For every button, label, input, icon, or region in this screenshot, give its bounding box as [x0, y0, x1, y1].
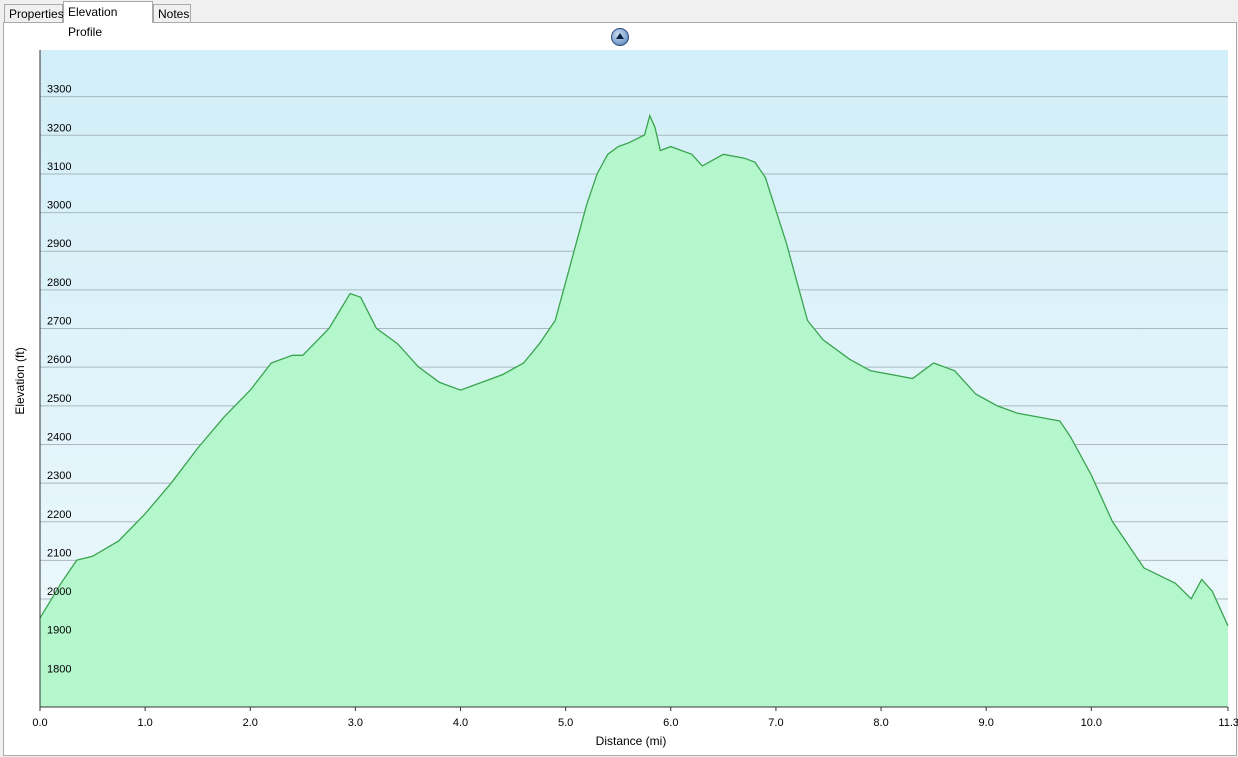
y-tick-label: 3000 — [47, 200, 71, 212]
y-tick-labels: 1800 1900 2000 2100 2200 2300 2400 2500 2600 2700… — [47, 84, 71, 676]
y-tick-label: 1900 — [47, 625, 71, 637]
x-tick-label: 1.0 — [137, 717, 152, 729]
collapse-up-icon[interactable] — [611, 28, 629, 46]
x-tick-label: 8.0 — [873, 717, 888, 729]
y-tick-label: 2700 — [47, 316, 71, 328]
tab-bar: Properties Elevation Profile Notes — [0, 0, 1238, 39]
y-tick-label: 3300 — [47, 84, 71, 96]
x-tick-label: 6.0 — [663, 717, 678, 729]
elevation-area — [40, 115, 1228, 707]
y-tick-label: 2900 — [47, 238, 71, 250]
y-tick-label: 1800 — [47, 663, 71, 675]
x-tick-label: 11.3 — [1218, 717, 1238, 729]
axes — [39, 50, 1228, 708]
y-tick-label: 2000 — [47, 586, 71, 598]
tab-elevation-profile[interactable]: Elevation Profile — [63, 1, 153, 39]
x-tick-label: 2.0 — [243, 717, 258, 729]
x-axis-label: Distance (mi) — [596, 734, 667, 748]
x-tick-label: 4.0 — [453, 717, 468, 729]
x-tick-label: 0.0 — [32, 717, 47, 729]
elevation-line — [39, 113, 1229, 627]
x-tick-label: 9.0 — [979, 717, 994, 729]
y-axis-label: Elevation (ft) — [13, 347, 27, 414]
y-tick-label: 3200 — [47, 122, 71, 134]
x-tick-label: 5.0 — [558, 717, 573, 729]
tab-properties[interactable]: Properties — [4, 4, 64, 22]
y-tick-label: 2100 — [47, 547, 71, 559]
y-tick-label: 2200 — [47, 509, 71, 521]
y-tick-label: 2300 — [47, 470, 71, 482]
x-tick-labels: 0.0 1.0 2.0 3.0 4.0 5.0 6.0 7.0 8.0 9.0 10.0 11.3 — [32, 707, 1238, 729]
y-tick-label: 2800 — [47, 277, 71, 289]
y-tick-label: 2500 — [47, 393, 71, 405]
y-tick-label: 2400 — [47, 431, 71, 443]
y-tick-label: 3100 — [47, 161, 71, 173]
x-tick-label: 10.0 — [1081, 717, 1102, 729]
x-tick-label: 7.0 — [768, 717, 783, 729]
y-tick-label: 2600 — [47, 354, 71, 366]
x-tick-label: 3.0 — [348, 717, 363, 729]
tab-notes[interactable]: Notes — [153, 4, 191, 22]
